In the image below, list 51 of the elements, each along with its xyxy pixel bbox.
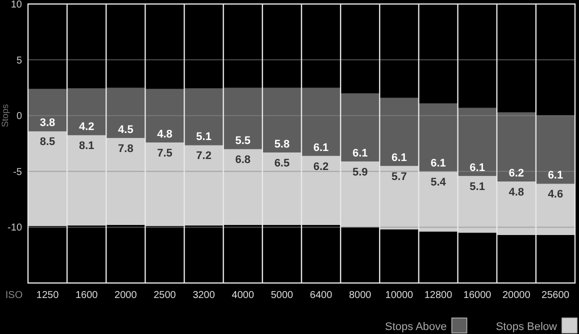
data-label: 3.8 bbox=[40, 117, 56, 130]
x-tick-label: 4000 bbox=[232, 290, 254, 301]
x-tick-label: 2000 bbox=[114, 290, 138, 301]
x-tick-label: 12800 bbox=[424, 290, 453, 301]
data-label: 6.5 bbox=[274, 157, 290, 170]
data-label: 5.7 bbox=[392, 170, 407, 183]
legend-label: Stops Above bbox=[385, 321, 447, 333]
data-label: 6.1 bbox=[392, 152, 407, 164]
x-tick-label: 2500 bbox=[154, 290, 176, 301]
data-label: 6.1 bbox=[313, 142, 329, 154]
data-label: 5.1 bbox=[470, 180, 485, 193]
data-label: 5.1 bbox=[196, 131, 212, 144]
data-label: 4.2 bbox=[78, 121, 94, 134]
data-label: 8.1 bbox=[78, 140, 94, 152]
data-label: 6.1 bbox=[352, 147, 368, 160]
y-tick-label: 5 bbox=[16, 55, 22, 66]
data-label: 6.1 bbox=[470, 162, 485, 174]
data-label: 5.8 bbox=[274, 138, 290, 150]
y-axis-title: Stops bbox=[0, 104, 10, 128]
x-tick-label: 16000 bbox=[463, 290, 492, 301]
data-label: 6.1 bbox=[548, 170, 564, 182]
data-label: 6.8 bbox=[235, 154, 251, 166]
data-label: 7.5 bbox=[157, 147, 172, 160]
data-label: 6.2 bbox=[313, 160, 329, 173]
data-label: 4.6 bbox=[548, 188, 564, 201]
y-tick-label: -5 bbox=[13, 166, 22, 178]
data-label: 6.2 bbox=[508, 167, 524, 180]
x-tick-label: 8000 bbox=[348, 290, 372, 301]
x-tick-label: 10000 bbox=[385, 290, 414, 301]
data-label: 5.5 bbox=[235, 135, 251, 148]
data-label: 5.4 bbox=[430, 176, 447, 188]
x-tick-label: 1250 bbox=[36, 290, 60, 301]
y-tick-label: -10 bbox=[8, 222, 22, 234]
data-label: 7.2 bbox=[196, 150, 212, 162]
data-label: 4.8 bbox=[508, 186, 524, 198]
x-tick-label: 1600 bbox=[75, 290, 98, 301]
x-tick-label: 25600 bbox=[542, 290, 570, 301]
x-tick-label: 3200 bbox=[192, 290, 216, 301]
x-tick-label: 5000 bbox=[270, 290, 294, 301]
x-axis-title: ISO bbox=[5, 290, 23, 301]
legend-label: Stops Below bbox=[496, 321, 558, 333]
y-tick-label: 0 bbox=[16, 111, 22, 122]
data-label: 6.1 bbox=[430, 157, 446, 170]
x-tick-label: 20000 bbox=[502, 290, 531, 301]
y-tick-label: 10 bbox=[10, 0, 22, 10]
x-tick-label: 6400 bbox=[310, 290, 333, 301]
data-label: 4.5 bbox=[118, 124, 134, 136]
data-label: 8.5 bbox=[40, 136, 56, 148]
data-label: 5.9 bbox=[352, 166, 368, 178]
data-label: 7.8 bbox=[118, 142, 134, 155]
data-label: 4.8 bbox=[157, 128, 172, 140]
